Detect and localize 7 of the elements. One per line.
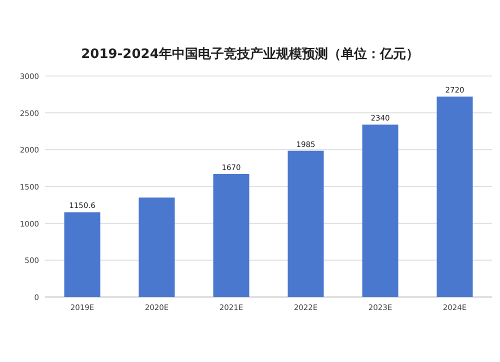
bar [213,174,250,297]
bar [436,96,473,297]
bar [288,150,324,297]
bar [138,198,175,297]
chart-title: 2019-2024年中国电子竞技产业规模预测（单位：亿元） [81,46,419,62]
bar [362,124,398,297]
bar [64,212,100,297]
